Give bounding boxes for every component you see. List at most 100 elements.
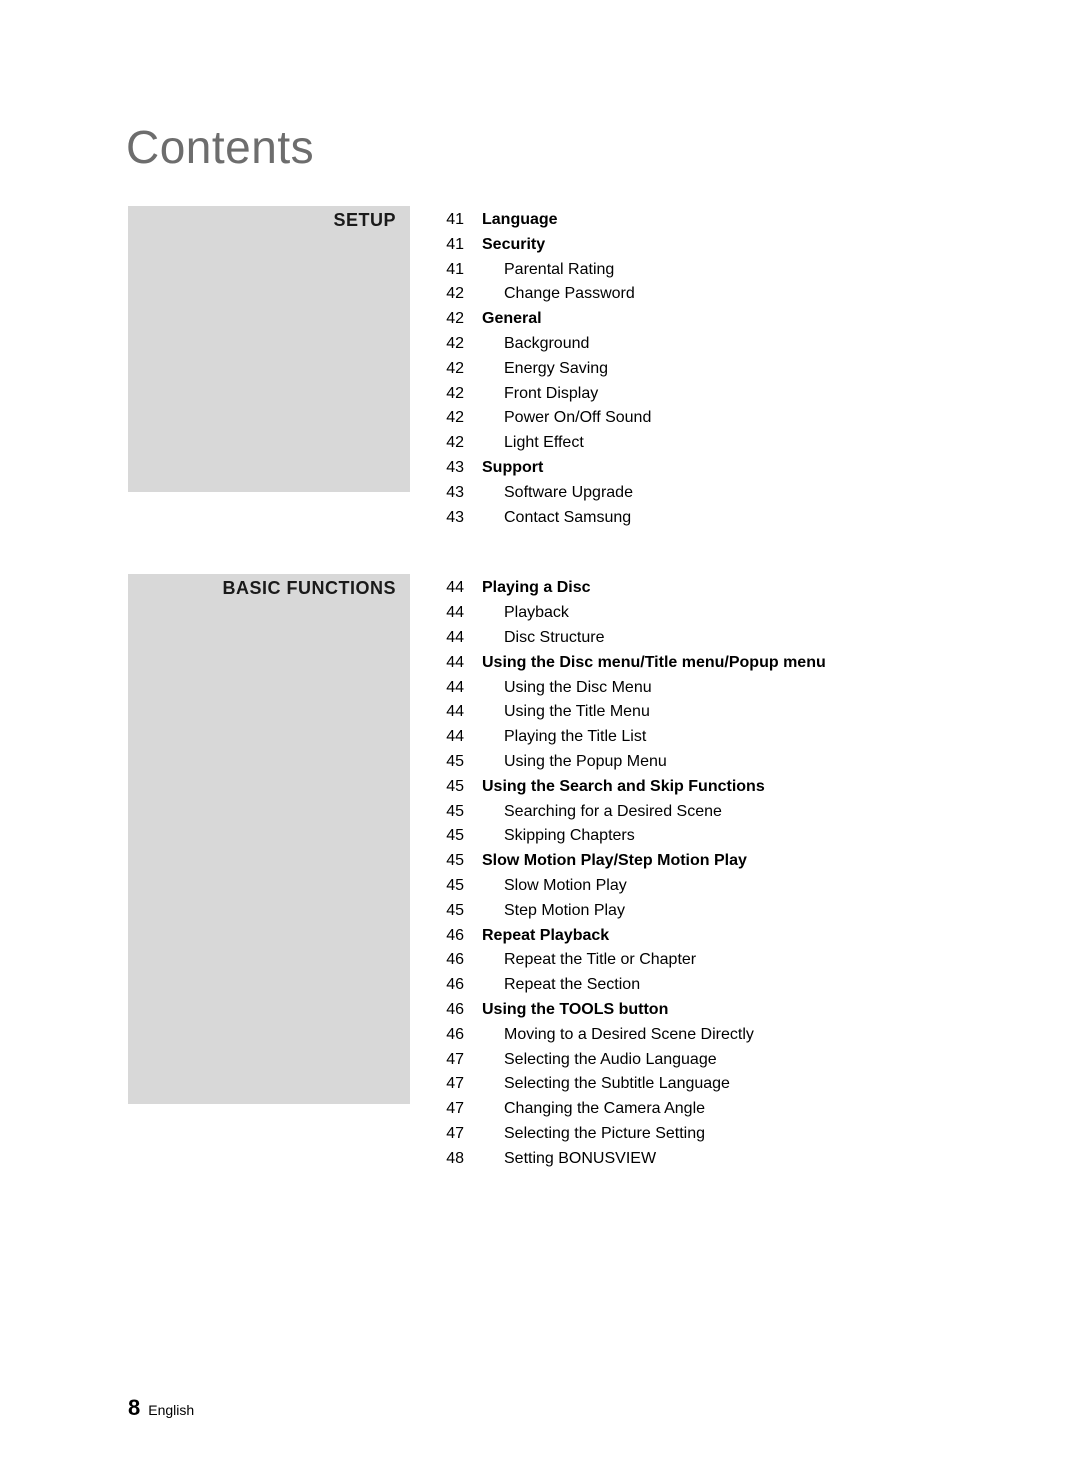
section-label-wrap: BASIC FUNCTIONS (128, 574, 410, 1104)
toc-entry: 46Repeat Playback (426, 924, 1000, 949)
page-footer: 8 English (128, 1395, 194, 1421)
toc-entry-label: Skipping Chapters (464, 824, 635, 849)
toc-entry-page: 42 (426, 307, 464, 332)
toc-entry: 41Parental Rating (426, 258, 1000, 283)
toc-entry: 46Repeat the Title or Chapter (426, 948, 1000, 973)
toc-entry-label: Selecting the Audio Language (464, 1048, 717, 1073)
section-gray-block (128, 206, 410, 492)
toc-entry: 46Moving to a Desired Scene Directly (426, 1023, 1000, 1048)
toc-entry-label: Using the Title Menu (464, 700, 650, 725)
section-label-wrap: SETUP (128, 206, 410, 492)
toc-entry-label: Setting BONUSVIEW (464, 1147, 656, 1172)
sections-container: SETUP 41Language41Security41Parental Rati… (128, 206, 1000, 1171)
toc-entry-page: 45 (426, 750, 464, 775)
toc-entry: 42General (426, 307, 1000, 332)
toc-entry-label: Language (464, 208, 558, 233)
toc-entry-label: Using the TOOLS button (464, 998, 668, 1023)
toc-entry-label: Changing the Camera Angle (464, 1097, 705, 1122)
toc-entry: 45Slow Motion Play (426, 874, 1000, 899)
toc-entry-label: Using the Disc menu/Title menu/Popup men… (464, 651, 826, 676)
toc-entry-label: Power On/Off Sound (464, 406, 651, 431)
toc-entry-label: Selecting the Picture Setting (464, 1122, 705, 1147)
toc-entry: 44Playing the Title List (426, 725, 1000, 750)
toc-entry-page: 47 (426, 1097, 464, 1122)
toc-entry: 47Selecting the Audio Language (426, 1048, 1000, 1073)
toc-entry-page: 46 (426, 973, 464, 998)
toc-entry: 45Using the Search and Skip Functions (426, 775, 1000, 800)
toc-entry: 42Energy Saving (426, 357, 1000, 382)
toc-entry-page: 47 (426, 1072, 464, 1097)
toc-entry-label: Slow Motion Play (464, 874, 627, 899)
toc-entry-page: 45 (426, 874, 464, 899)
toc-entry-page: 44 (426, 601, 464, 626)
toc-entry-page: 47 (426, 1122, 464, 1147)
toc-entry-page: 44 (426, 626, 464, 651)
toc-entry-page: 45 (426, 849, 464, 874)
page-title: Contents (126, 120, 1000, 174)
toc-entry-label: Searching for a Desired Scene (464, 800, 722, 825)
toc-entry-label: General (464, 307, 542, 332)
toc-entry-page: 45 (426, 800, 464, 825)
toc-entry-label: Playing the Title List (464, 725, 646, 750)
toc-entry-label: Background (464, 332, 589, 357)
toc-entry: 47Selecting the Subtitle Language (426, 1072, 1000, 1097)
toc-entry-label: Energy Saving (464, 357, 608, 382)
toc-entry-label: Security (464, 233, 545, 258)
toc-entry-page: 46 (426, 1023, 464, 1048)
toc-entry: 41Language (426, 208, 1000, 233)
toc-entry: 42Front Display (426, 382, 1000, 407)
toc-section-basic-functions: BASIC FUNCTIONS 44Playing a Disc44Playbac… (128, 574, 1000, 1171)
toc-entry: 46Using the TOOLS button (426, 998, 1000, 1023)
toc-entry: 44Using the Title Menu (426, 700, 1000, 725)
toc-entry: 42Background (426, 332, 1000, 357)
toc-entry-page: 42 (426, 282, 464, 307)
toc-entry: 47Changing the Camera Angle (426, 1097, 1000, 1122)
toc-entry: 43Support (426, 456, 1000, 481)
toc-entry-page: 47 (426, 1048, 464, 1073)
toc-entry-label: Step Motion Play (464, 899, 625, 924)
toc-entry-label: Change Password (464, 282, 635, 307)
section-heading: BASIC FUNCTIONS (223, 578, 397, 599)
toc-entry: 45Using the Popup Menu (426, 750, 1000, 775)
toc-entry: 45Slow Motion Play/Step Motion Play (426, 849, 1000, 874)
toc-entry-label: Support (464, 456, 543, 481)
toc-entry: 41Security (426, 233, 1000, 258)
toc-entry: 45Skipping Chapters (426, 824, 1000, 849)
toc-entry-page: 42 (426, 332, 464, 357)
page: Contents SETUP 41Language41Security41Pare… (0, 0, 1080, 1477)
toc-entry-page: 45 (426, 775, 464, 800)
toc-entry-label: Selecting the Subtitle Language (464, 1072, 730, 1097)
page-language-label: English (148, 1402, 194, 1418)
toc-entry: 44Playback (426, 601, 1000, 626)
toc-entry-label: Using the Disc Menu (464, 676, 652, 701)
toc-entry-label: Software Upgrade (464, 481, 633, 506)
toc-entry-page: 45 (426, 824, 464, 849)
toc-entry-page: 46 (426, 924, 464, 949)
toc-entry-page: 42 (426, 382, 464, 407)
toc-entry-label: Using the Search and Skip Functions (464, 775, 765, 800)
toc-entry: 44Disc Structure (426, 626, 1000, 651)
toc-entry-page: 44 (426, 576, 464, 601)
toc-entry-label: Front Display (464, 382, 598, 407)
page-number: 8 (128, 1395, 140, 1421)
section-entries: 41Language41Security41Parental Rating42C… (410, 206, 1000, 530)
section-entries: 44Playing a Disc44Playback44Disc Structu… (410, 574, 1000, 1171)
toc-entry: 44Using the Disc Menu (426, 676, 1000, 701)
toc-entry: 44Using the Disc menu/Title menu/Popup m… (426, 651, 1000, 676)
toc-entry: 45Step Motion Play (426, 899, 1000, 924)
toc-entry-label: Repeat the Section (464, 973, 640, 998)
toc-entry-page: 42 (426, 431, 464, 456)
toc-entry-page: 41 (426, 233, 464, 258)
toc-entry: 42Change Password (426, 282, 1000, 307)
section-gray-block (128, 574, 410, 1104)
section-heading: SETUP (333, 210, 396, 231)
toc-entry: 42Power On/Off Sound (426, 406, 1000, 431)
toc-entry-page: 44 (426, 700, 464, 725)
toc-entry: 48Setting BONUSVIEW (426, 1147, 1000, 1172)
toc-entry: 43Contact Samsung (426, 506, 1000, 531)
toc-entry: 46Repeat the Section (426, 973, 1000, 998)
toc-entry-label: Using the Popup Menu (464, 750, 667, 775)
toc-entry-label: Contact Samsung (464, 506, 631, 531)
toc-entry-page: 46 (426, 948, 464, 973)
toc-entry-label: Slow Motion Play/Step Motion Play (464, 849, 747, 874)
